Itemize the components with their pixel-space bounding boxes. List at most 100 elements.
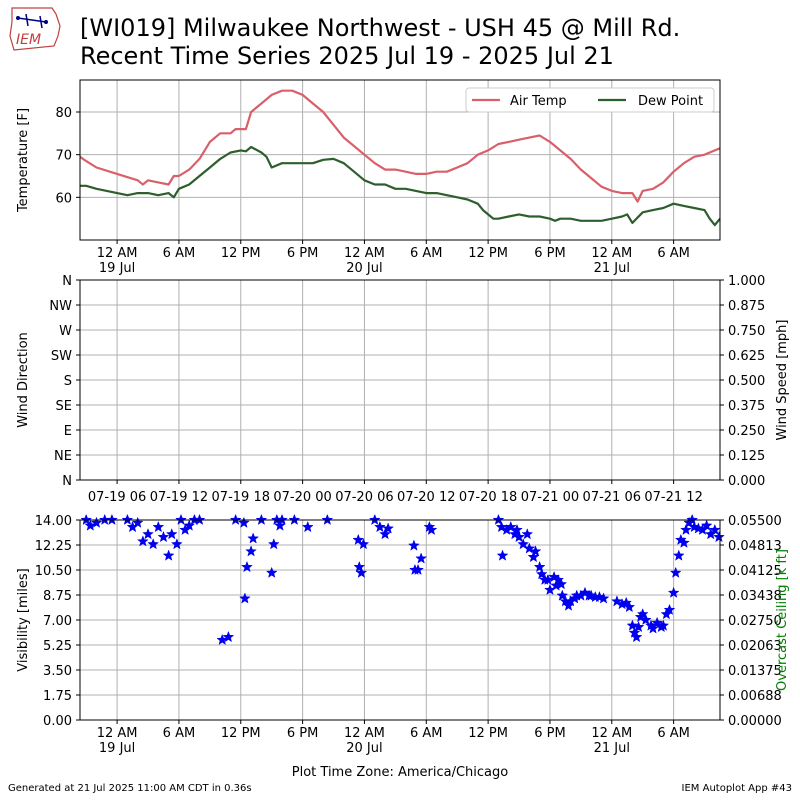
x-tick-label: 12 AM <box>97 246 138 261</box>
visibility-point <box>632 620 645 633</box>
visibility-point <box>425 523 438 535</box>
visibility-point <box>708 523 721 535</box>
visibility-point <box>408 539 420 551</box>
visibility-point <box>165 528 178 540</box>
visibility-point <box>680 523 692 535</box>
y-tick-label: 0.00 <box>43 714 72 729</box>
visibility-point <box>288 513 301 525</box>
y-tick-label: 3.50 <box>43 664 72 679</box>
visibility-point <box>136 535 149 547</box>
x-tick-label: 07-20 18 <box>459 490 517 505</box>
x-tick-label: 6 PM <box>534 726 565 741</box>
x-tick-sublabel: 20 Jul <box>346 261 382 276</box>
visibility-point <box>700 519 713 531</box>
chart-subtitle: Recent Time Series 2025 Jul 19 - 2025 Ju… <box>80 42 614 70</box>
visibility-point <box>504 520 517 533</box>
visibility-point <box>667 586 680 598</box>
visibility-point <box>247 532 260 544</box>
visibility-point <box>379 528 391 540</box>
app-footer: IEM Autoplot App #43 <box>681 783 792 794</box>
y2-tick-label: 0.02063 <box>728 639 782 654</box>
visibility-point <box>657 619 670 631</box>
x-tick-label: 6 PM <box>287 246 318 261</box>
y2-axis-label: Wind Speed [mph] <box>775 320 790 441</box>
visibility-point <box>321 513 334 525</box>
visibility-point <box>374 520 386 533</box>
x-tick-label: 07-21 06 <box>583 490 641 505</box>
visibility-point <box>713 530 725 543</box>
y2-tick-label: 0.00000 <box>728 714 782 729</box>
y-tick-label: N <box>62 474 72 489</box>
visibility-point <box>241 560 253 573</box>
generated-footer: Generated at 21 Jul 2025 11:00 AM CDT in… <box>8 783 252 794</box>
x-tick-label: 07-20 12 <box>397 490 455 505</box>
y-tick-label: E <box>64 424 72 439</box>
visibility-point <box>623 600 636 613</box>
visibility-point <box>639 613 652 625</box>
x-tick-label: 6 PM <box>287 726 318 741</box>
y-tick-label: 14.00 <box>35 514 72 529</box>
x-tick-label: 6 AM <box>657 726 690 741</box>
visibility-point <box>529 545 542 557</box>
visibility-point <box>511 523 523 535</box>
x-tick-label: 12 AM <box>344 246 385 261</box>
visibility-point <box>142 528 154 540</box>
visibility-point <box>90 516 103 528</box>
y2-tick-label: 0.125 <box>728 449 765 464</box>
visibility-point <box>556 589 569 601</box>
y-tick-label: W <box>59 324 72 339</box>
y-axis-label: Temperature [F] <box>16 108 31 213</box>
visibility-point <box>523 542 536 554</box>
x-tick-label: 12 PM <box>221 246 261 261</box>
visibility-point <box>131 516 144 528</box>
legend-box <box>465 87 715 113</box>
visibility-point <box>267 538 280 550</box>
x-tick-sublabel: 19 Jul <box>99 261 135 276</box>
visibility-point <box>106 513 118 525</box>
chart-title: [WI019] Milwaukee Northwest - USH 45 @ M… <box>80 14 681 42</box>
y-tick-label: 12.25 <box>35 539 72 554</box>
y2-tick-label: 0.01375 <box>728 664 782 679</box>
visibility-point <box>245 545 257 557</box>
y-tick-label: NW <box>49 299 72 314</box>
axes-frame <box>79 79 721 241</box>
y-tick-label: 1.75 <box>43 689 72 704</box>
x-tick-label: 07-20 00 <box>273 490 331 505</box>
x-tick-label: 6 AM <box>163 726 196 741</box>
iem-logo: IEM <box>9 7 61 51</box>
visibility-point <box>229 513 242 525</box>
visibility-point <box>527 550 540 563</box>
visibility-point <box>663 603 676 615</box>
x-tick-label: 07-19 12 <box>150 490 208 505</box>
legend-label-air-temp: Air Temp <box>510 94 567 109</box>
x-tick-label: 12 AM <box>591 246 632 261</box>
visibility-point <box>669 566 682 578</box>
y-axis-label: Wind Direction <box>16 332 31 428</box>
x-tick-sublabel: 21 Jul <box>594 261 630 276</box>
visibility-point <box>368 513 381 525</box>
visibility-point <box>521 528 534 540</box>
visibility-point <box>555 578 568 590</box>
visibility-point <box>237 516 250 528</box>
visibility-point <box>647 622 659 634</box>
y2-axis-label: Overcast Ceiling [k ft] <box>775 549 790 691</box>
visibility-point <box>353 560 366 573</box>
y2-tick-label: 0.000 <box>728 474 765 489</box>
y-tick-label: S <box>64 374 72 389</box>
visibility-point <box>175 513 187 525</box>
visibility-point <box>222 630 235 643</box>
visibility-point <box>678 536 690 548</box>
x-tick-label: 07-19 06 <box>88 490 146 505</box>
y2-tick-label: 0.00688 <box>728 689 782 704</box>
y2-tick-label: 0.500 <box>728 374 765 389</box>
air-temp-line <box>79 89 721 203</box>
x-tick-label: 12 AM <box>591 726 632 741</box>
y-axis-label: Visibility [miles] <box>16 568 31 671</box>
visibility-point <box>157 530 170 543</box>
y-tick-label: 60 <box>55 191 72 206</box>
visibility-point <box>162 549 175 561</box>
wind-panel: N NE E SE S SW W NW N 0.000 0.125 0.250 0.375 0.500 0.… <box>16 274 790 505</box>
visibility-point <box>301 520 314 533</box>
visibility-point <box>147 538 160 550</box>
